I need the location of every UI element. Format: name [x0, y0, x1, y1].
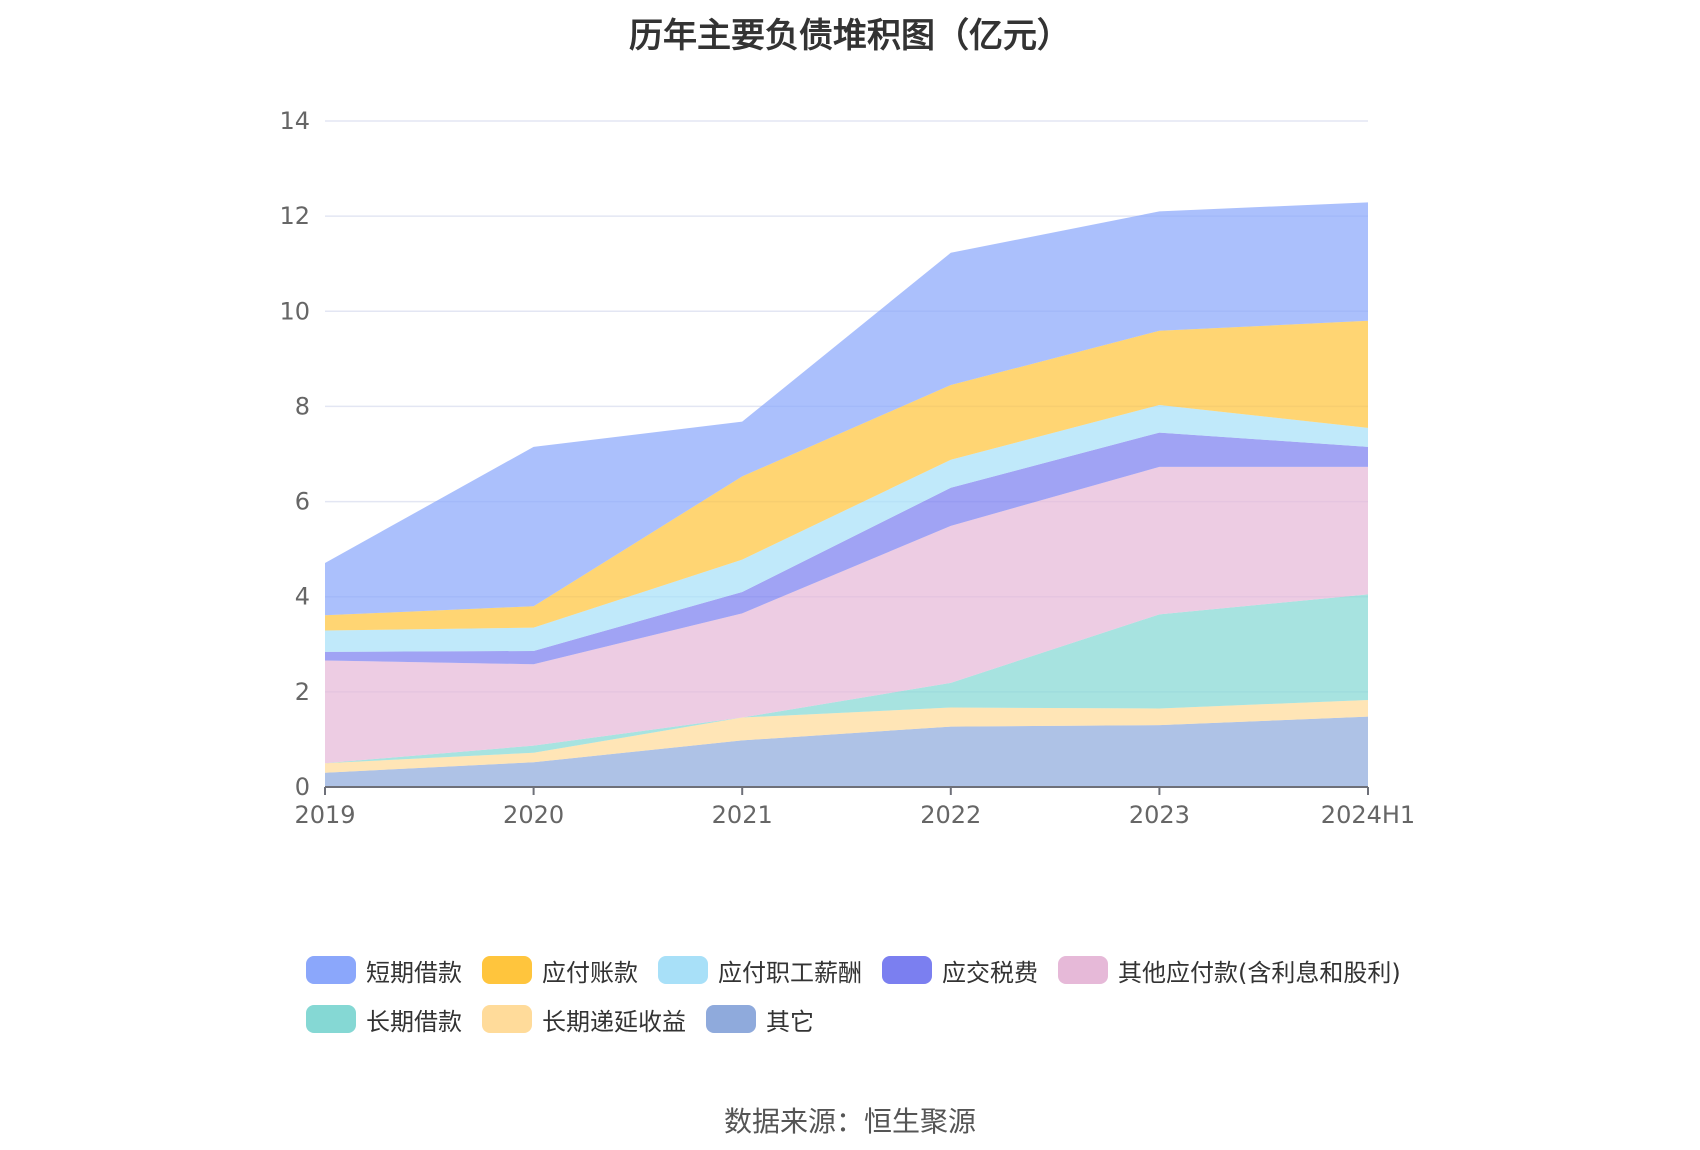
area-series	[325, 202, 1368, 787]
legend-item[interactable]: 短期借款	[306, 955, 462, 987]
area-series-3	[325, 466, 1368, 764]
area-series-2	[325, 594, 1368, 764]
y-tick-label: 6	[295, 488, 310, 516]
y-tick-label: 2	[295, 678, 310, 706]
y-tick-label: 8	[295, 392, 310, 420]
x-tick-label: 2020	[503, 801, 564, 829]
data-source: 数据来源：恒生聚源	[723, 1105, 976, 1138]
y-tick-label: 0	[295, 773, 310, 801]
stacked-area-chart: 0 2 4 6 8 10 12 14 2019 2020 2021 2022 2023 2024H1	[279, 107, 1415, 829]
legend-item[interactable]: 长期递延收益	[482, 1004, 686, 1036]
legend-item[interactable]: 长期借款	[306, 1004, 462, 1036]
legend-label: 其他应付款(含利息和股利)	[1118, 958, 1401, 987]
x-tick-label: 2024H1	[1321, 801, 1415, 829]
area-series-0	[325, 716, 1368, 787]
legend-label: 应付账款	[542, 958, 638, 987]
area-series-6	[325, 320, 1368, 631]
x-tick-label: 2021	[712, 801, 773, 829]
legend-swatch	[706, 1005, 756, 1033]
legend-label: 应付职工薪酬	[718, 958, 862, 987]
y-tick-label: 4	[295, 583, 310, 611]
legend-item[interactable]: 应付账款	[482, 955, 638, 987]
chart-title: 历年主要负债堆积图（亿元）	[629, 16, 1071, 56]
legend: 短期借款 应付账款 应付职工薪酬 应交税费 其他应付款(含利息和股利) 长期借款 长期递延收…	[306, 955, 1456, 1053]
legend-swatch	[482, 1005, 532, 1033]
legend-swatch	[658, 956, 708, 984]
legend-label: 长期借款	[366, 1007, 462, 1036]
legend-label: 其它	[766, 1007, 814, 1036]
x-tick-label: 2019	[294, 801, 355, 829]
y-tick-label: 10	[279, 297, 310, 325]
area-series-1	[325, 699, 1368, 773]
x-tick-label: 2022	[920, 801, 981, 829]
y-tick-label: 12	[279, 202, 310, 230]
axes: 0 2 4 6 8 10 12 14 2019 2020 2021 2022 2023 2024H1	[279, 107, 1415, 829]
legend-item[interactable]: 其他应付款(含利息和股利)	[1058, 955, 1401, 987]
legend-label: 短期借款	[366, 958, 462, 987]
legend-swatch	[1058, 956, 1108, 984]
x-tick-label: 2023	[1129, 801, 1190, 829]
area-series-4	[325, 432, 1368, 665]
y-tick-label: 14	[279, 107, 310, 135]
legend-label: 长期递延收益	[542, 1007, 686, 1036]
legend-swatch	[882, 956, 932, 984]
area-series-7	[325, 202, 1368, 616]
legend-swatch	[306, 956, 356, 984]
legend-item[interactable]: 应付职工薪酬	[658, 955, 862, 987]
legend-swatch	[306, 1005, 356, 1033]
legend-item[interactable]: 应交税费	[882, 955, 1038, 987]
legend-swatch	[482, 956, 532, 984]
area-series-5	[325, 405, 1368, 652]
legend-item[interactable]: 其它	[706, 1004, 814, 1036]
legend-label: 应交税费	[942, 958, 1038, 987]
